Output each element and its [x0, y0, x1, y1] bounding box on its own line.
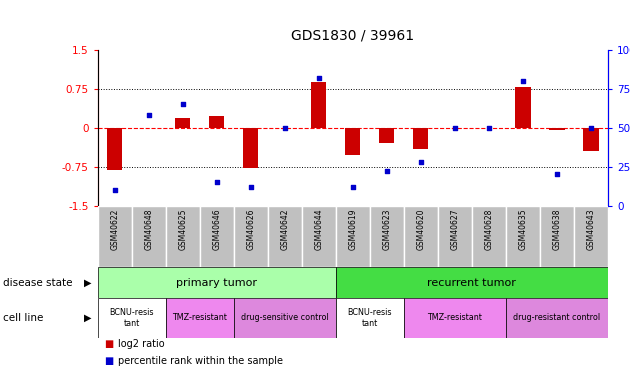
Bar: [200, 206, 234, 267]
Text: GSM40623: GSM40623: [382, 209, 391, 250]
Text: GSM40638: GSM40638: [553, 209, 561, 250]
Text: log2 ratio: log2 ratio: [118, 339, 164, 350]
Point: [586, 124, 596, 131]
Point: [416, 159, 426, 165]
Bar: [166, 298, 234, 338]
Text: GSM40643: GSM40643: [587, 209, 595, 250]
Bar: [370, 206, 404, 267]
Bar: [107, 128, 122, 170]
Bar: [302, 206, 336, 267]
Text: GSM40628: GSM40628: [484, 209, 493, 250]
Point: [484, 124, 494, 131]
Bar: [574, 206, 608, 267]
Bar: [98, 298, 166, 338]
Text: recurrent tumor: recurrent tumor: [427, 278, 517, 288]
Bar: [98, 206, 132, 267]
Text: BCNU-resis
tant: BCNU-resis tant: [348, 308, 392, 327]
Text: TMZ-resistant: TMZ-resistant: [172, 314, 227, 322]
Bar: [98, 267, 336, 298]
Bar: [515, 87, 530, 128]
Text: GSM40627: GSM40627: [450, 209, 459, 250]
Text: ■: ■: [104, 356, 113, 366]
Bar: [506, 206, 540, 267]
Bar: [268, 206, 302, 267]
Bar: [540, 206, 574, 267]
Point: [144, 112, 154, 118]
Text: BCNU-resis
tant: BCNU-resis tant: [110, 308, 154, 327]
Text: ▶: ▶: [84, 278, 91, 288]
Bar: [243, 128, 258, 168]
Bar: [404, 298, 506, 338]
Text: drug-sensitive control: drug-sensitive control: [241, 314, 329, 322]
Bar: [404, 206, 438, 267]
Text: primary tumor: primary tumor: [176, 278, 257, 288]
Text: TMZ-resistant: TMZ-resistant: [427, 314, 483, 322]
Text: GSM40646: GSM40646: [212, 209, 221, 250]
Bar: [311, 82, 326, 128]
Bar: [166, 206, 200, 267]
Text: GSM40648: GSM40648: [144, 209, 153, 250]
Bar: [438, 206, 472, 267]
Point: [212, 179, 222, 185]
Text: cell line: cell line: [3, 313, 43, 323]
Bar: [336, 267, 608, 298]
Bar: [472, 206, 506, 267]
Point: [280, 124, 290, 131]
Bar: [132, 206, 166, 267]
Bar: [234, 298, 336, 338]
Text: GSM40626: GSM40626: [246, 209, 255, 250]
Bar: [345, 128, 360, 154]
Point: [348, 184, 358, 190]
Bar: [209, 116, 224, 128]
Bar: [583, 128, 598, 151]
Text: ■: ■: [104, 339, 113, 350]
Point: [450, 124, 460, 131]
Bar: [549, 128, 564, 130]
Bar: [336, 206, 370, 267]
Bar: [175, 118, 190, 128]
Text: GSM40625: GSM40625: [178, 209, 187, 250]
Point: [314, 75, 324, 81]
Bar: [234, 206, 268, 267]
Text: GSM40620: GSM40620: [416, 209, 425, 250]
Point: [382, 168, 392, 174]
Bar: [413, 128, 428, 150]
Text: percentile rank within the sample: percentile rank within the sample: [118, 356, 283, 366]
Text: GSM40622: GSM40622: [110, 209, 119, 250]
Text: ▶: ▶: [84, 313, 91, 323]
Text: GSM40642: GSM40642: [280, 209, 289, 250]
Point: [518, 78, 528, 84]
Bar: [506, 298, 608, 338]
Text: GSM40635: GSM40635: [518, 209, 527, 250]
Bar: [379, 128, 394, 143]
Text: GDS1830 / 39961: GDS1830 / 39961: [291, 28, 415, 42]
Text: GSM40619: GSM40619: [348, 209, 357, 250]
Text: GSM40644: GSM40644: [314, 209, 323, 250]
Point: [246, 184, 256, 190]
Text: drug-resistant control: drug-resistant control: [513, 314, 600, 322]
Point: [110, 187, 120, 193]
Text: disease state: disease state: [3, 278, 72, 288]
Bar: [336, 298, 404, 338]
Point: [552, 171, 562, 177]
Point: [178, 101, 188, 107]
